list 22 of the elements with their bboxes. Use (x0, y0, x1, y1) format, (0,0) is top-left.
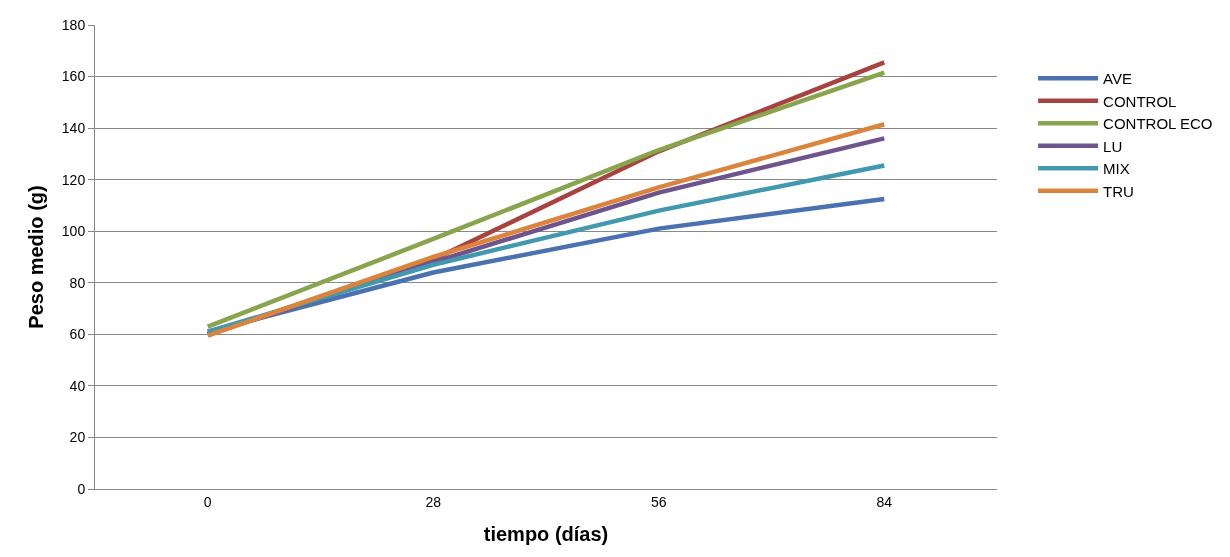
x-tick-label: 56 (650, 493, 667, 510)
legend-label: CONTROL ECO (1103, 115, 1213, 133)
x-tick-label: 28 (425, 493, 442, 510)
y-tick-label: 20 (69, 429, 86, 446)
legend-label: CONTROL (1103, 92, 1177, 110)
x-axis-title: tiempo (días) (483, 523, 609, 546)
y-tick-label: 80 (69, 274, 86, 291)
legend-label: LU (1103, 137, 1123, 155)
y-tick-label: 0 (77, 480, 86, 497)
y-tick-label: 100 (61, 223, 86, 240)
x-tick-label: 0 (203, 493, 212, 510)
y-tick-label: 160 (61, 68, 86, 85)
y-tick-label: 140 (61, 120, 86, 137)
legend-label: AVE (1103, 70, 1132, 88)
legend-label: TRU (1103, 182, 1134, 200)
y-tick-label: 120 (61, 171, 86, 188)
y-tick-label: 180 (61, 16, 86, 33)
y-tick-label: 60 (69, 326, 86, 343)
y-tick-label: 40 (69, 377, 86, 394)
y-axis-title: Peso medio (g) (25, 185, 48, 329)
x-tick-label: 84 (876, 493, 893, 510)
legend-label: MIX (1103, 160, 1130, 178)
